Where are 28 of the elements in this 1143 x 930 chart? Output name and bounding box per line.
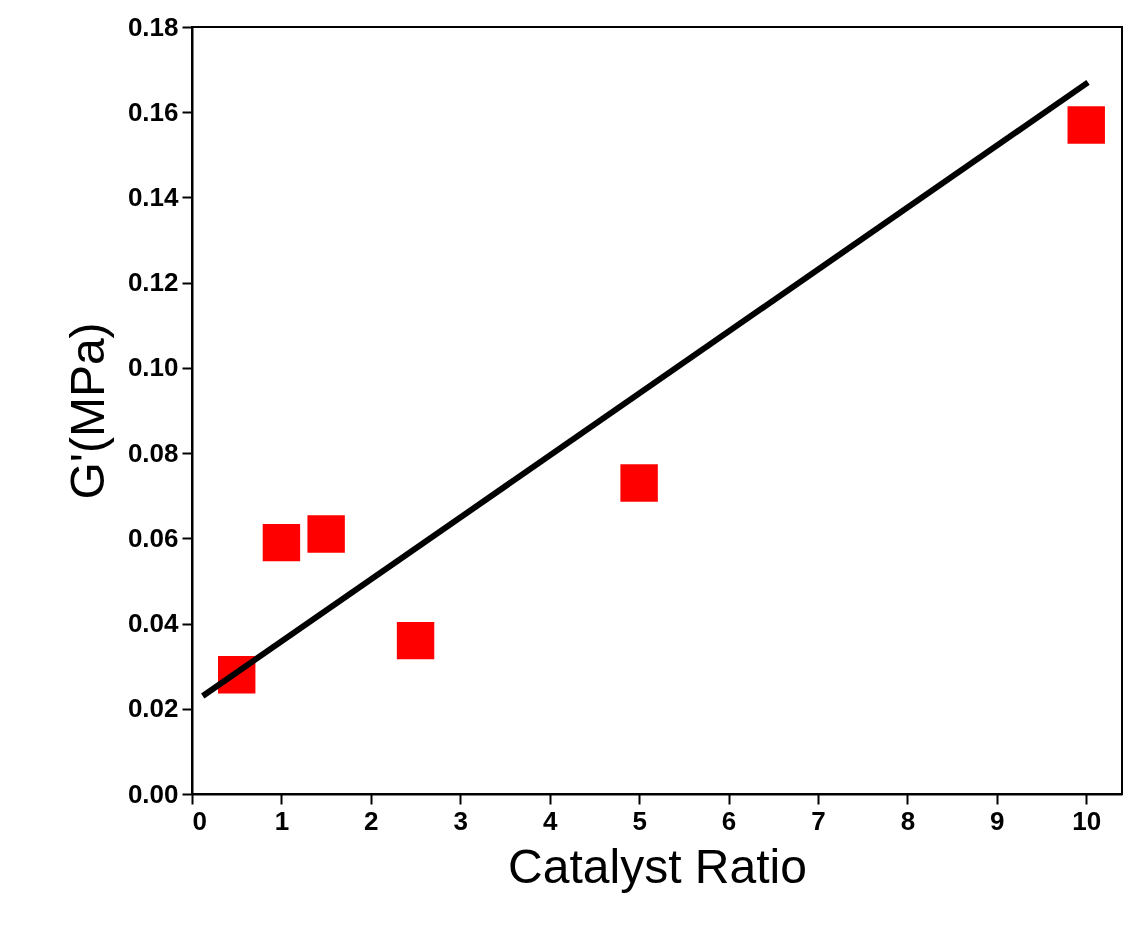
y-tick-label: 0.18 — [127, 11, 179, 42]
x-tick-label: 8 — [900, 805, 916, 836]
point — [1067, 106, 1105, 144]
y-tick-label: 0.14 — [127, 181, 180, 212]
x-tick-label: 5 — [632, 805, 647, 836]
y-tick-label: 0.16 — [127, 96, 179, 127]
y-tick-label: 0.02 — [127, 693, 179, 724]
point — [620, 464, 658, 502]
y-tick-label: 0.00 — [127, 778, 179, 809]
x-tick-label: 4 — [542, 805, 558, 836]
x-tick-label: 10 — [1072, 805, 1102, 836]
x-tick-label: 2 — [364, 805, 379, 836]
point — [307, 515, 345, 553]
point — [396, 621, 435, 660]
x-tick-label: 0 — [192, 805, 207, 836]
y-tick-label: 0.12 — [127, 267, 179, 298]
x-axis-title: Catalyst Ratio — [508, 839, 807, 893]
y-tick-label: 0.04 — [127, 608, 180, 639]
y-tick-label: 0.06 — [127, 522, 179, 553]
x-tick-label: 1 — [274, 805, 290, 836]
x-tick-label: 9 — [990, 805, 1005, 836]
y-tick-label: 0.08 — [127, 437, 179, 468]
y-axis-title: G'(MPa) — [60, 322, 114, 500]
y-tick-label: 0.10 — [127, 352, 179, 383]
x-tick-label: 3 — [453, 805, 468, 836]
x-tick-label: 7 — [811, 805, 826, 836]
point — [262, 523, 301, 562]
x-tick-label: 6 — [721, 805, 737, 836]
